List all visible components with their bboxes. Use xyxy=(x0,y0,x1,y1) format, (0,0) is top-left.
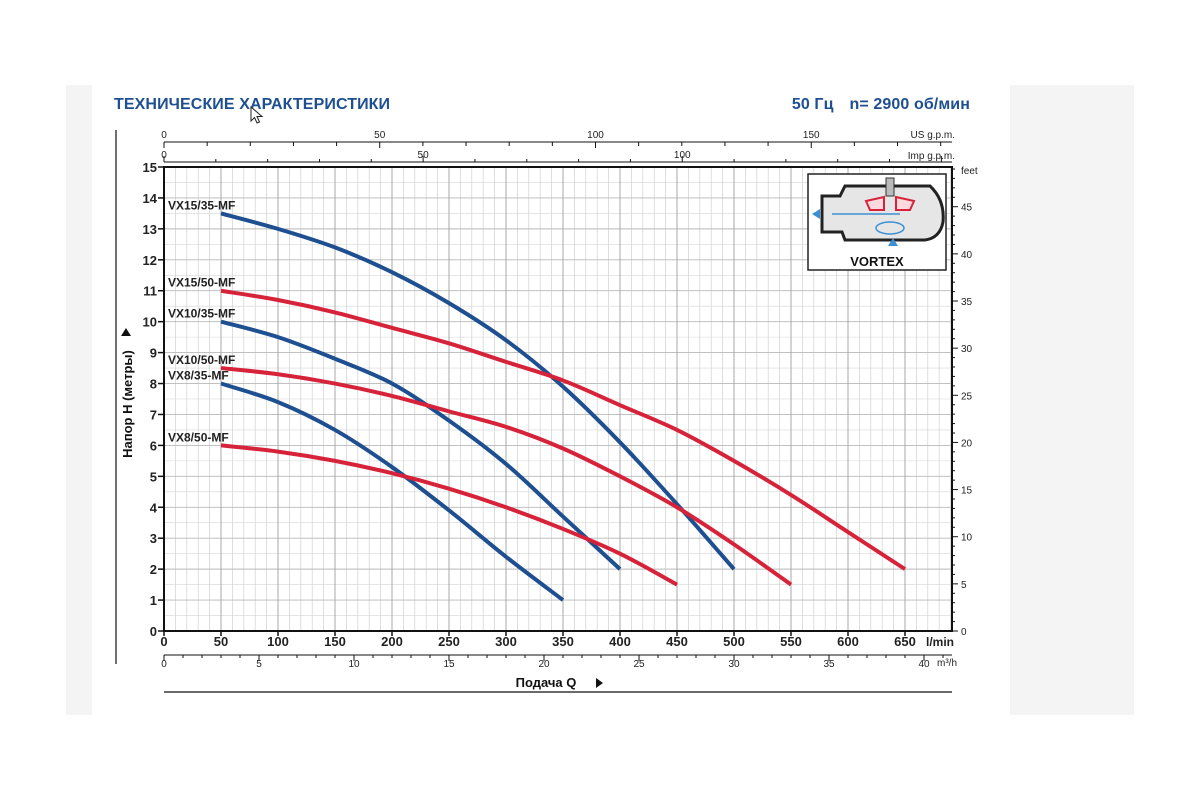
frequency-label: 50 Гц xyxy=(791,96,834,113)
m3h-unit-label: m³/h xyxy=(937,658,957,669)
y-tick-label: 2 xyxy=(150,562,157,577)
series-line-vx15-35-mf xyxy=(220,211,736,571)
m3h-tick-label: 25 xyxy=(633,659,645,670)
m3h-tick-label: 5 xyxy=(256,659,262,670)
series-label: VX15/35-MF xyxy=(168,198,235,212)
m3h-tick-label: 0 xyxy=(161,659,167,670)
us-gpm-tick-label: 0 xyxy=(161,130,167,141)
feet-tick-label: 15 xyxy=(961,486,973,497)
y-tick-label: 8 xyxy=(150,377,157,392)
page-title: ТЕХНИЧЕСКИЕ ХАРАКТЕРИСТИКИ xyxy=(114,96,391,113)
vortex-pump-section-icon xyxy=(812,177,945,246)
right-side-panel xyxy=(1010,85,1134,715)
left-side-panel xyxy=(66,85,92,715)
x-unit-label: l/min xyxy=(926,635,954,649)
feet-tick-label: 20 xyxy=(961,438,973,449)
vortex-inset: VORTEX xyxy=(807,173,947,271)
y-tick-label: 0 xyxy=(150,624,157,639)
x-tick-label: 400 xyxy=(609,634,631,649)
y-axis-arrow-icon xyxy=(121,328,131,336)
m3h-tick-label: 40 xyxy=(918,659,930,670)
m3h-tick-label: 35 xyxy=(823,659,835,670)
feet-tick-label: 30 xyxy=(961,344,973,355)
y-tick-label: 12 xyxy=(143,253,157,268)
x-tick-label: 650 xyxy=(894,634,916,649)
series-label: VX10/35-MF xyxy=(168,307,235,321)
feet-tick-label: 45 xyxy=(961,203,973,214)
speed-label: n= 2900 об/мин xyxy=(849,96,970,113)
m3h-tick-label: 30 xyxy=(728,659,740,670)
feet-tick-label: 10 xyxy=(961,533,973,544)
feet-unit-label: feet xyxy=(961,166,978,177)
series-label: VX10/50-MF xyxy=(168,353,235,367)
y-tick-label: 9 xyxy=(150,346,157,361)
chart-series: VX15/35-MF VX15/50-MF VX10/35-MF VX10/50-MF… xyxy=(168,198,907,602)
y-tick-label: 4 xyxy=(150,500,158,515)
m3h-tick-label: 15 xyxy=(443,659,455,670)
x-tick-label: 300 xyxy=(495,634,517,649)
y-axis-title: Напор H (метры) xyxy=(120,350,135,458)
us-gpm-unit-label: US g.p.m. xyxy=(911,130,955,141)
y-tick-label: 14 xyxy=(143,191,158,206)
y-tick-label: 3 xyxy=(150,531,157,546)
series-label: VX15/50-MF xyxy=(168,276,235,290)
feet-tick-label: 5 xyxy=(961,580,967,591)
y-tick-label: 15 xyxy=(143,160,157,175)
feet-tick-label: 0 xyxy=(961,627,967,638)
mouse-cursor-icon xyxy=(250,106,264,124)
x-tick-label: 200 xyxy=(381,634,403,649)
y-tick-label: 10 xyxy=(143,315,157,330)
series-label: VX8/50-MF xyxy=(168,430,229,444)
x-tick-label: 600 xyxy=(837,634,859,649)
x-tick-label: 350 xyxy=(552,634,574,649)
vortex-label: VORTEX xyxy=(850,254,904,269)
series-line-vx10-50-mf xyxy=(220,366,793,587)
x-tick-label: 0 xyxy=(160,634,167,649)
x-axis-arrow-icon xyxy=(596,678,603,688)
y-tick-label: 1 xyxy=(150,593,157,608)
chart-grid xyxy=(163,166,952,632)
x-tick-label: 150 xyxy=(324,634,346,649)
imp-gpm-tick-label: 100 xyxy=(674,150,691,161)
series-line-vx15-50-mf xyxy=(220,288,907,571)
operating-conditions: 50 Гц n= 2900 об/мин xyxy=(776,96,970,114)
m3h-tick-label: 20 xyxy=(538,659,550,670)
x-tick-label: 100 xyxy=(267,634,289,649)
y-tick-label: 5 xyxy=(150,469,157,484)
plot-frame xyxy=(163,166,953,632)
feet-tick-label: 25 xyxy=(961,391,973,402)
imp-gpm-tick-label: 0 xyxy=(161,150,167,161)
x-tick-label: 250 xyxy=(438,634,460,649)
x-tick-label: 450 xyxy=(666,634,688,649)
x-tick-label: 550 xyxy=(780,634,802,649)
m3h-tick-label: 10 xyxy=(348,659,360,670)
y-tick-label: 13 xyxy=(143,222,157,237)
series-line-vx8-35-mf xyxy=(220,381,565,602)
x-axis-title: Подача Q xyxy=(516,675,577,690)
series-line-vx8-50-mf xyxy=(220,443,678,587)
imp-gpm-tick-label: 50 xyxy=(418,150,430,161)
us-gpm-tick-label: 150 xyxy=(803,130,820,141)
series-label: VX8/35-MF xyxy=(168,369,229,383)
x-tick-label: 50 xyxy=(214,634,228,649)
feet-tick-label: 40 xyxy=(961,250,973,261)
feet-tick-label: 35 xyxy=(961,297,973,308)
y-tick-label: 7 xyxy=(150,407,157,422)
y-tick-label: 11 xyxy=(143,284,157,299)
imp-gpm-unit-label: Imp g.p.m. xyxy=(908,151,955,162)
us-gpm-tick-label: 100 xyxy=(587,130,604,141)
y-tick-label: 6 xyxy=(150,438,157,453)
us-gpm-tick-label: 50 xyxy=(374,130,386,141)
x-tick-label: 500 xyxy=(723,634,745,649)
